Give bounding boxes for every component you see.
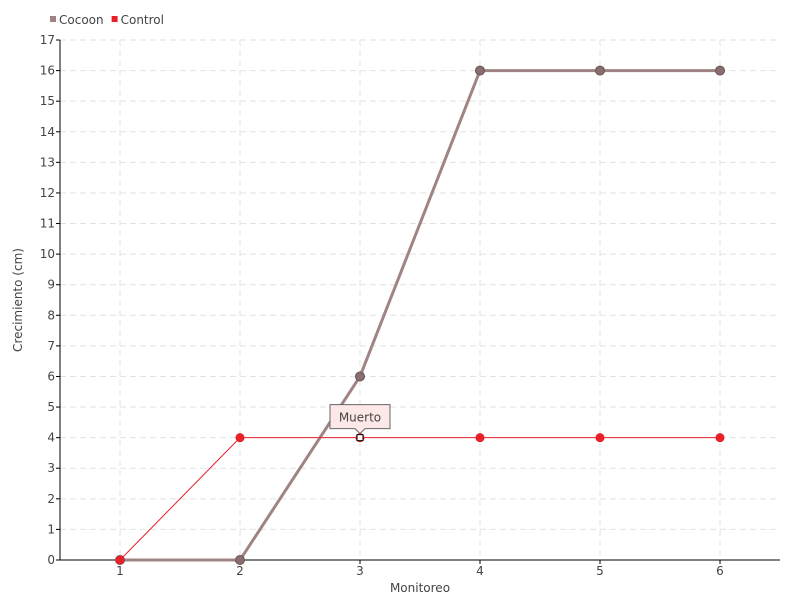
- data-point-cocoon: [595, 65, 605, 76]
- series-line-cocoon: [120, 69, 720, 562]
- annotation-label: Muerto: [339, 411, 381, 425]
- y-tick-label: 0: [47, 553, 55, 567]
- x-tick-label: 3: [356, 564, 364, 578]
- y-tick-label: 8: [47, 308, 55, 322]
- x-tick-label: 2: [236, 564, 244, 578]
- data-point-control: [475, 433, 485, 443]
- data-point-cocoon: [715, 65, 725, 76]
- legend-swatch: [50, 16, 56, 22]
- annotation-marker: [356, 434, 364, 442]
- y-tick-label: 6: [47, 369, 55, 383]
- y-axis-label: Crecimiento (cm): [11, 248, 25, 352]
- data-point-cocoon: [475, 65, 485, 76]
- annotation-box: [329, 404, 391, 435]
- y-tick-label: 5: [47, 400, 55, 414]
- x-tick-label: 1: [116, 564, 124, 578]
- y-tick-label: 4: [47, 431, 55, 445]
- y-tick-label: 10: [40, 247, 55, 261]
- y-tick-label: 17: [40, 33, 55, 47]
- y-tick-label: 9: [47, 278, 55, 292]
- x-tick-label: 5: [596, 564, 604, 578]
- data-point-control: [595, 433, 605, 443]
- legend-label: Cocoon: [59, 13, 104, 27]
- y-tick-label: 13: [40, 155, 55, 169]
- y-tick-label: 11: [40, 217, 55, 231]
- data-point-control: [715, 433, 725, 443]
- legend-swatch: [111, 16, 118, 22]
- x-tick-label: 6: [716, 564, 724, 578]
- x-tick-label: 4: [476, 564, 484, 578]
- data-point-cocoon: [235, 555, 245, 565]
- y-tick-label: 1: [47, 522, 55, 536]
- data-point-control: [115, 555, 125, 565]
- x-axis-label: Monitoreo: [390, 581, 450, 595]
- y-tick-label: 15: [40, 94, 55, 108]
- y-tick-label: 16: [40, 64, 55, 78]
- y-tick-label: 12: [40, 186, 55, 200]
- legend-label: Control: [121, 13, 164, 27]
- series-line-control: [119, 437, 720, 561]
- y-tick-label: 2: [47, 492, 55, 506]
- y-tick-label: 7: [47, 339, 55, 353]
- y-tick-label: 3: [47, 461, 55, 475]
- y-tick-label: 14: [40, 125, 55, 139]
- data-point-cocoon: [355, 371, 365, 382]
- data-point-control: [235, 433, 245, 443]
